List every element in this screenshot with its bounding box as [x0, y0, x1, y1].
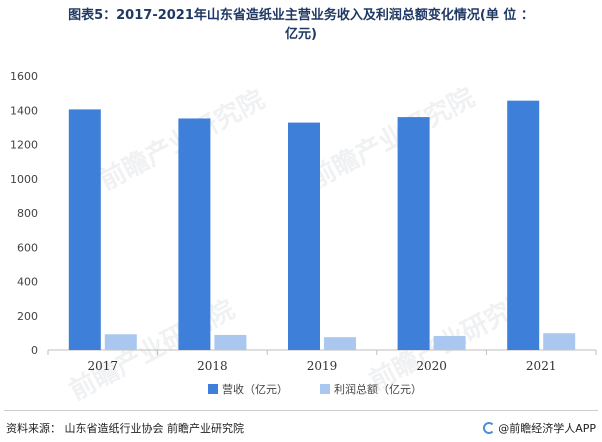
brand-mark: @前瞻经济学人APP — [483, 420, 596, 436]
bar-profit — [214, 334, 247, 350]
chart-title-line-2: 亿元) — [285, 27, 317, 42]
bar-profit — [104, 334, 137, 350]
bar-revenue — [68, 109, 101, 350]
x-tick-label: 2021 — [526, 359, 557, 373]
x-tick-label: 2020 — [416, 359, 447, 373]
y-tick-label: 1400 — [10, 104, 38, 117]
chart-title: 图表5：2017-2021年山东省造纸业主营业务收入及利润总额变化情况(单 位 … — [0, 6, 602, 44]
bar-revenue — [397, 117, 430, 350]
brand-logo-icon — [483, 422, 496, 434]
x-tick-label: 2018 — [197, 359, 228, 373]
legend-swatch — [320, 384, 330, 394]
y-tick-label: 200 — [17, 310, 38, 323]
footer: 资料来源： 山东省造纸行业协会 前瞻产业研究院 @前瞻经济学人APP — [0, 410, 602, 442]
bar-revenue — [288, 122, 320, 350]
y-tick-label: 800 — [17, 207, 38, 220]
footer-divider — [4, 410, 598, 411]
bar-chart: 0 200 400 600 800 1000 1200 1400 1600 2017 2018 201… — [10, 70, 597, 396]
y-tick-label: 1000 — [10, 173, 38, 186]
legend-label: 营收（亿元） — [222, 382, 288, 396]
y-tick-label: 600 — [17, 241, 38, 254]
bar-profit — [543, 333, 576, 350]
legend-label: 利润总额（亿元） — [334, 382, 422, 396]
y-tick-label: 1600 — [10, 70, 38, 83]
x-tick-label: 2019 — [307, 359, 338, 373]
legend-swatch — [208, 384, 218, 394]
brand-label: @前瞻经济学人APP — [498, 422, 596, 435]
bar-revenue — [507, 100, 540, 350]
source-note: 资料来源： 山东省造纸行业协会 前瞻产业研究院 — [6, 422, 244, 435]
y-tick-label: 1200 — [10, 139, 38, 152]
bar-profit — [324, 337, 356, 350]
chart-title-line-1: 图表5：2017-2021年山东省造纸业主营业务收入及利润总额变化情况(单 位 … — [68, 8, 534, 23]
bar-profit — [433, 335, 466, 350]
x-tick-label: 2017 — [88, 359, 119, 373]
y-tick-label: 400 — [17, 276, 38, 289]
y-tick-label: 0 — [31, 344, 38, 357]
bar-revenue — [178, 118, 211, 350]
